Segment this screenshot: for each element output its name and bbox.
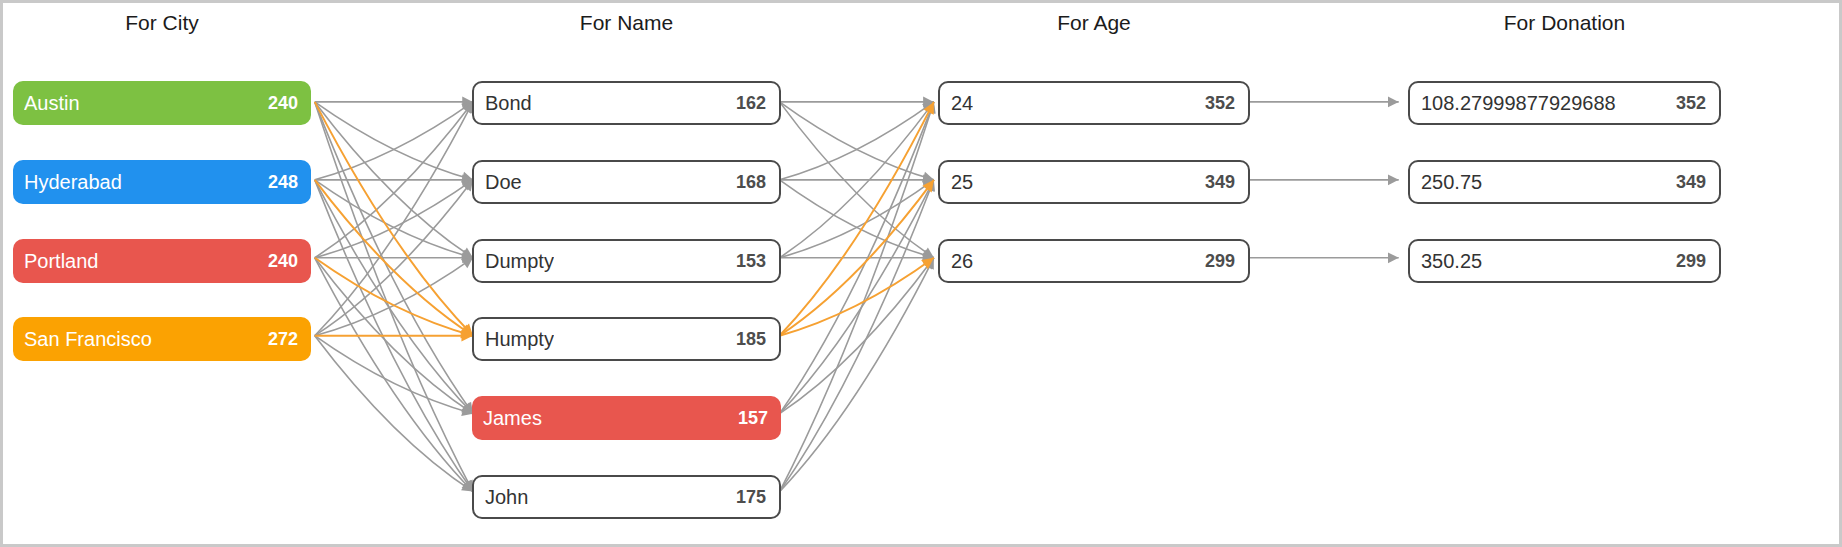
node-dumpty[interactable]: Dumpty 153: [472, 239, 781, 283]
link-0-0-to-1-1: [315, 102, 473, 180]
node-label: Portland: [24, 250, 99, 273]
column-title-for-age: For Age: [938, 11, 1250, 35]
node-108-27999877929688[interactable]: 108.27999877929688 352: [1408, 81, 1721, 125]
node-doe[interactable]: Doe 168: [472, 160, 781, 204]
node-label: James: [483, 407, 542, 430]
node-26[interactable]: 26 299: [938, 239, 1250, 283]
node-24[interactable]: 24 352: [938, 81, 1250, 125]
node-label: Austin: [24, 92, 80, 115]
node-count: 349: [1676, 172, 1706, 193]
node-count: 157: [738, 408, 768, 429]
link-0-3-to-1-2: [315, 258, 473, 336]
node-count: 352: [1205, 93, 1235, 114]
node-count: 162: [736, 93, 766, 114]
node-label: 25: [951, 171, 973, 194]
node-label: 24: [951, 92, 973, 115]
column-title-for-donation: For Donation: [1408, 11, 1721, 35]
node-label: 350.25: [1421, 250, 1482, 273]
node-label: 26: [951, 250, 973, 273]
node-count: 168: [736, 172, 766, 193]
node-austin[interactable]: Austin 240: [13, 81, 311, 125]
highlighted-link-1-3-to-2-2: [780, 258, 934, 336]
node-james[interactable]: James 157: [472, 396, 781, 440]
node-san-francisco[interactable]: San Francisco 272: [13, 317, 311, 361]
link-0-3-to-1-4: [315, 336, 473, 414]
node-count: 299: [1205, 251, 1235, 272]
node-count: 240: [268, 93, 298, 114]
node-count: 185: [736, 329, 766, 350]
flow-diagram-canvas: For City Austin 240 Hyderabad 248 Portland 240…: [0, 0, 1842, 547]
link-0-1-to-1-2: [315, 180, 473, 258]
node-count: 352: [1676, 93, 1706, 114]
node-count: 248: [268, 172, 298, 193]
link-1-1-to-2-2: [780, 180, 934, 258]
node-label: Bond: [485, 92, 532, 115]
node-label: Humpty: [485, 328, 554, 351]
node-25[interactable]: 25 349: [938, 160, 1250, 204]
node-bond[interactable]: Bond 162: [472, 81, 781, 125]
node-250-75[interactable]: 250.75 349: [1408, 160, 1721, 204]
link-1-2-to-2-1: [780, 180, 934, 258]
link-0-2-to-1-1: [315, 180, 473, 258]
node-label: 108.27999877929688: [1421, 92, 1616, 115]
node-350-25[interactable]: 350.25 299: [1408, 239, 1721, 283]
node-label: Dumpty: [485, 250, 554, 273]
link-1-1-to-2-0: [780, 102, 934, 180]
node-portland[interactable]: Portland 240: [13, 239, 311, 283]
node-count: 299: [1676, 251, 1706, 272]
node-label: 250.75: [1421, 171, 1482, 194]
node-label: San Francisco: [24, 328, 152, 351]
link-1-0-to-2-1: [780, 102, 934, 180]
node-label: John: [485, 486, 528, 509]
node-count: 240: [268, 251, 298, 272]
node-label: Hyderabad: [24, 171, 122, 194]
node-count: 175: [736, 487, 766, 508]
node-john[interactable]: John 175: [472, 475, 781, 519]
node-count: 349: [1205, 172, 1235, 193]
column-title-for-name: For Name: [472, 11, 781, 35]
node-humpty[interactable]: Humpty 185: [472, 317, 781, 361]
highlighted-link-0-2-to-1-3: [315, 258, 473, 336]
node-label: Doe: [485, 171, 522, 194]
node-hyderabad[interactable]: Hyderabad 248: [13, 160, 311, 204]
column-title-for-city: For City: [13, 11, 311, 35]
node-count: 153: [736, 251, 766, 272]
node-count: 272: [268, 329, 298, 350]
link-0-1-to-1-0: [315, 102, 473, 180]
